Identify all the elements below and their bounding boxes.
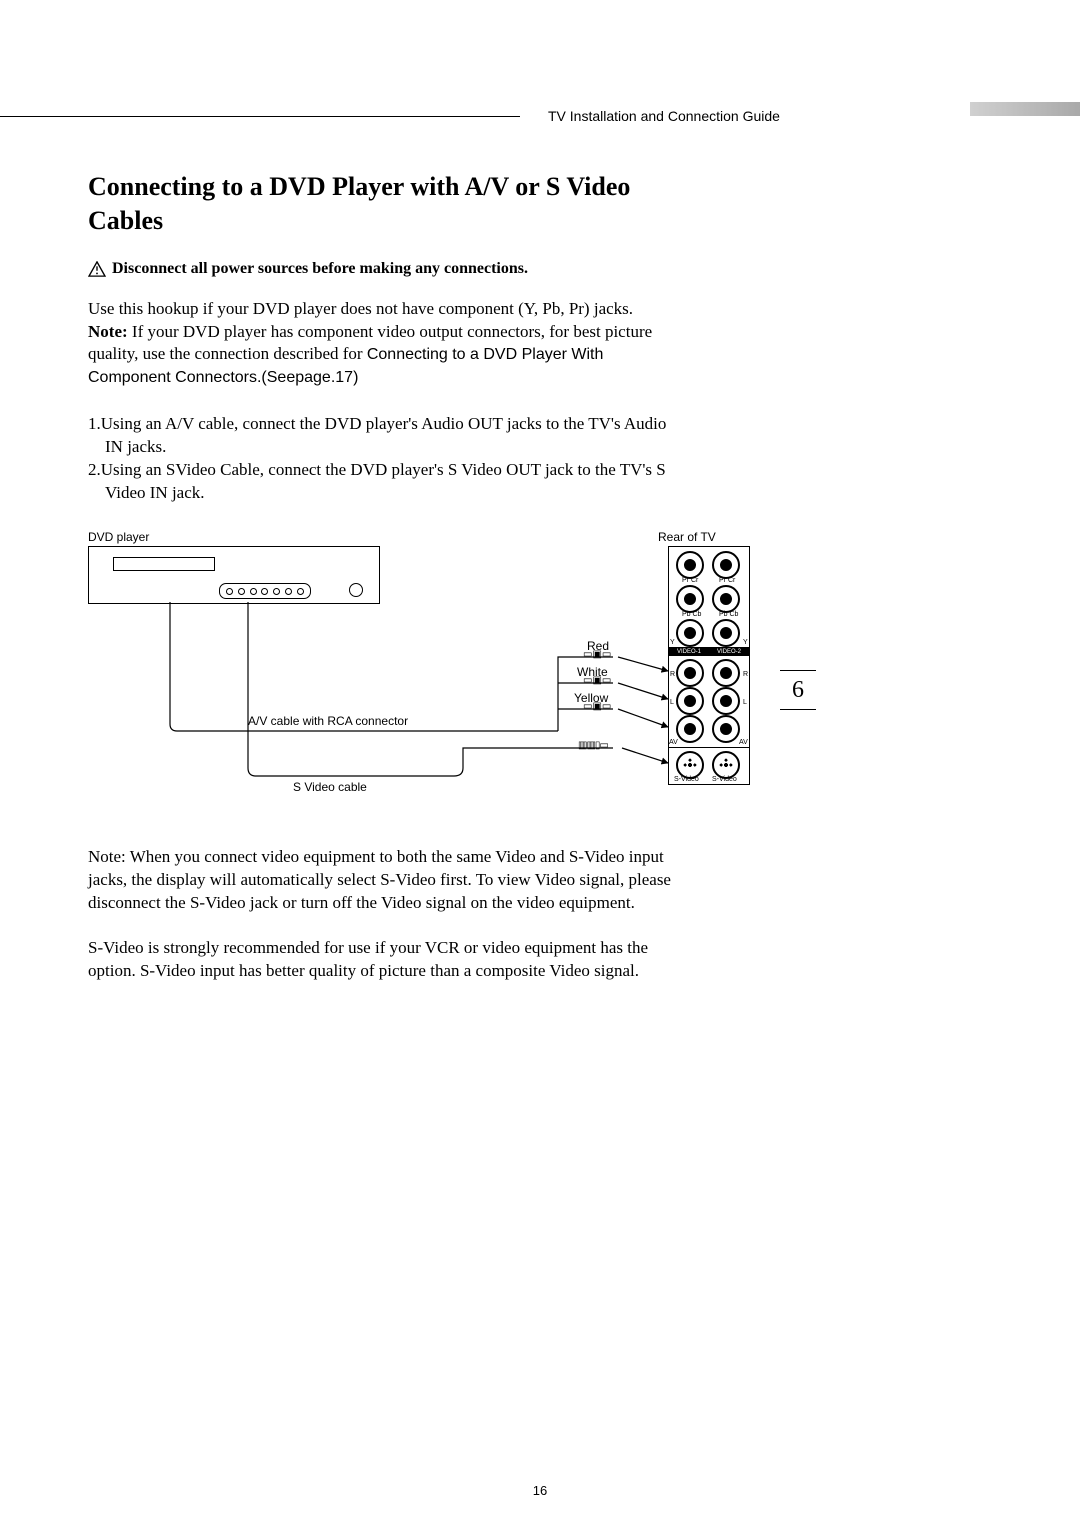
intro-note-label: Note: bbox=[88, 322, 128, 341]
wires-svg bbox=[88, 516, 758, 806]
page-side-mark: 6 bbox=[780, 670, 816, 710]
notes-block: Note: When you connect video equipment t… bbox=[88, 846, 678, 983]
page-title: Connecting to a DVD Player with A/V or S… bbox=[88, 170, 668, 238]
note-1: Note: When you connect video equipment t… bbox=[88, 846, 678, 915]
warning-icon bbox=[88, 261, 106, 277]
warning-text: Disconnect all power sources before maki… bbox=[112, 260, 528, 278]
header-bar: TV Installation and Connection Guide bbox=[0, 108, 1080, 124]
header-title: TV Installation and Connection Guide bbox=[548, 108, 780, 124]
intro-p1: Use this hookup if your DVD player does … bbox=[88, 298, 668, 321]
warning-line: Disconnect all power sources before maki… bbox=[88, 260, 668, 278]
content-block: Connecting to a DVD Player with A/V or S… bbox=[88, 170, 668, 505]
note-2: S-Video is strongly recommended for use … bbox=[88, 937, 678, 983]
steps: 1.Using an A/V cable, connect the DVD pl… bbox=[88, 413, 668, 505]
connection-diagram: DVD player Rear of TV Pr Cr Pr Cr Pb Cb bbox=[88, 516, 758, 806]
intro-note: Note: If your DVD player has component v… bbox=[88, 321, 668, 390]
step-1: 1.Using an A/V cable, connect the DVD pl… bbox=[88, 413, 668, 459]
page-number: 16 bbox=[0, 1483, 1080, 1498]
step-2: 2.Using an SVideo Cable, connect the DVD… bbox=[88, 459, 668, 505]
header-rule bbox=[0, 116, 520, 117]
